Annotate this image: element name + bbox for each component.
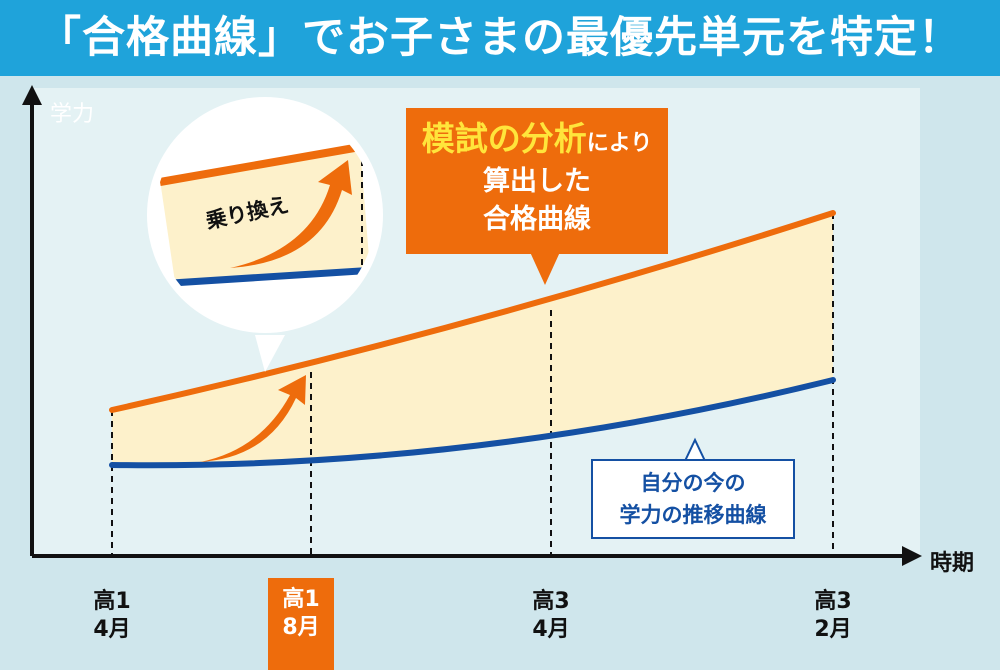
- current-curve-callout: 自分の今の 学力の推移曲線: [591, 459, 795, 539]
- x-tick-line2: 4月: [93, 617, 131, 642]
- x-tick-3: 高3 2月: [803, 588, 863, 644]
- x-axis-arrow-icon: [902, 546, 922, 566]
- pass-curve-callout: 模試の分析により 算出した 合格曲線: [406, 108, 668, 254]
- bcall-line1: 自分の今の: [640, 471, 746, 495]
- bcall-line2: 学力の推移曲線: [619, 503, 767, 527]
- banner-title: 「合格曲線」でお子さまの最優先単元を特定！: [0, 0, 1000, 76]
- callout-line3: 合格曲線: [483, 204, 591, 235]
- x-tick-1: 高1 8月: [268, 578, 334, 670]
- current-curve: [109, 377, 836, 469]
- switch-arrow: [200, 375, 306, 462]
- x-tick-0: 高1 4月: [82, 588, 142, 644]
- x-tick-line1: 高1: [282, 587, 320, 612]
- x-tick-line2: 4月: [532, 617, 570, 642]
- orange-callout-pointer: [530, 252, 560, 285]
- y-axis-arrow-icon: [22, 85, 42, 105]
- magnifier-pointer: [255, 335, 285, 372]
- x-tick-2: 高3 4月: [521, 588, 581, 644]
- pass-curve: [109, 210, 836, 413]
- y-axis-label: 学力: [50, 102, 95, 127]
- callout-line2: 算出した: [483, 166, 591, 197]
- x-tick-line1: 高3: [532, 589, 570, 614]
- x-tick-line2: 2月: [814, 617, 852, 642]
- axes: [30, 100, 905, 558]
- x-tick-line1: 高3: [814, 589, 852, 614]
- x-tick-line1: 高1: [93, 589, 131, 614]
- x-tick-line2: 8月: [282, 615, 320, 640]
- x-axis-label: 時期: [930, 551, 975, 576]
- callout-rest: により: [586, 131, 653, 156]
- callout-emph: 模試の分析: [421, 119, 587, 158]
